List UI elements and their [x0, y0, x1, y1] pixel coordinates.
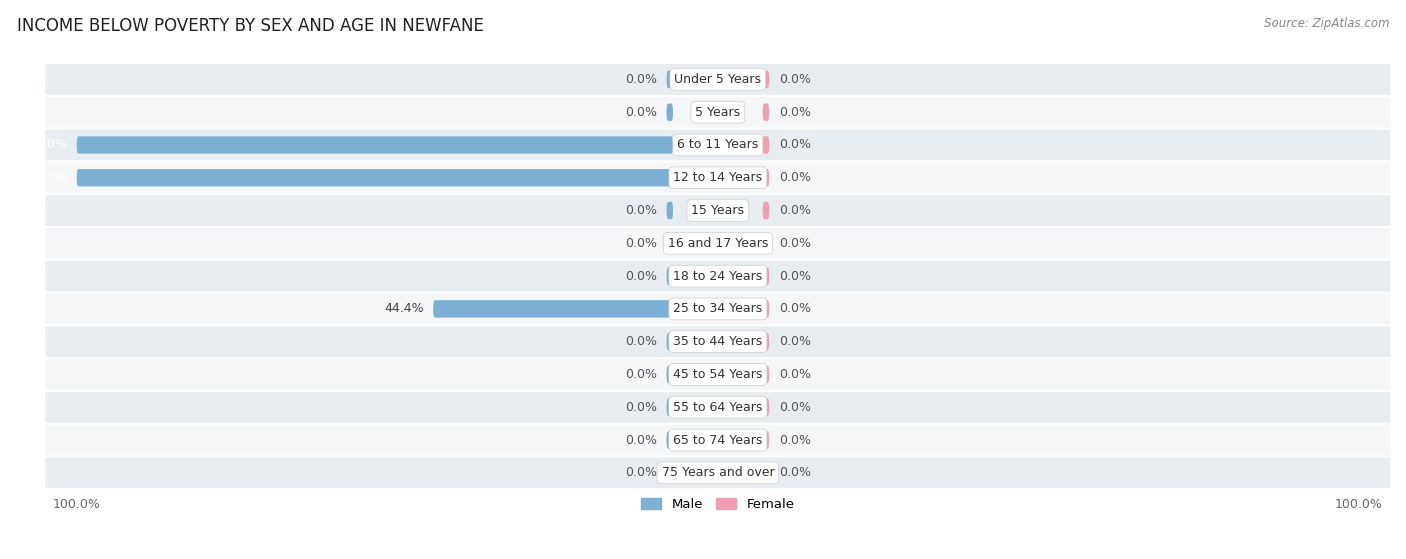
Text: 0.0%: 0.0% [624, 466, 657, 480]
FancyBboxPatch shape [45, 391, 1391, 423]
Text: 65 to 74 Years: 65 to 74 Years [673, 434, 762, 447]
Text: 0.0%: 0.0% [779, 73, 811, 86]
Text: 0.0%: 0.0% [624, 434, 657, 447]
Text: 0.0%: 0.0% [779, 302, 811, 315]
Text: 0.0%: 0.0% [624, 269, 657, 283]
Text: 0.0%: 0.0% [624, 73, 657, 86]
FancyBboxPatch shape [77, 136, 673, 154]
Text: Source: ZipAtlas.com: Source: ZipAtlas.com [1264, 17, 1389, 30]
Text: 45 to 54 Years: 45 to 54 Years [673, 368, 762, 381]
FancyBboxPatch shape [666, 464, 673, 481]
Text: 44.4%: 44.4% [384, 302, 423, 315]
Text: 5 Years: 5 Years [696, 106, 741, 119]
Text: 0.0%: 0.0% [624, 204, 657, 217]
FancyBboxPatch shape [45, 358, 1391, 391]
FancyBboxPatch shape [762, 366, 769, 383]
Text: 100.0%: 100.0% [20, 171, 67, 184]
Text: 0.0%: 0.0% [624, 335, 657, 348]
FancyBboxPatch shape [666, 432, 673, 449]
FancyBboxPatch shape [77, 169, 673, 187]
FancyBboxPatch shape [45, 326, 1391, 358]
FancyBboxPatch shape [45, 424, 1391, 456]
Text: 0.0%: 0.0% [779, 269, 811, 283]
FancyBboxPatch shape [45, 96, 1391, 128]
FancyBboxPatch shape [666, 70, 673, 88]
Text: 12 to 14 Years: 12 to 14 Years [673, 171, 762, 184]
FancyBboxPatch shape [45, 129, 1391, 161]
Text: 0.0%: 0.0% [779, 139, 811, 151]
FancyBboxPatch shape [762, 169, 769, 187]
Text: 0.0%: 0.0% [779, 171, 811, 184]
FancyBboxPatch shape [762, 70, 769, 88]
Text: 0.0%: 0.0% [779, 434, 811, 447]
Text: 18 to 24 Years: 18 to 24 Years [673, 269, 762, 283]
FancyBboxPatch shape [762, 267, 769, 285]
FancyBboxPatch shape [45, 293, 1391, 325]
Text: 0.0%: 0.0% [779, 401, 811, 414]
FancyBboxPatch shape [762, 300, 769, 318]
FancyBboxPatch shape [666, 333, 673, 350]
FancyBboxPatch shape [45, 63, 1391, 96]
Text: 0.0%: 0.0% [624, 106, 657, 119]
Text: 0.0%: 0.0% [624, 401, 657, 414]
FancyBboxPatch shape [762, 202, 769, 219]
FancyBboxPatch shape [666, 399, 673, 416]
Text: 15 Years: 15 Years [692, 204, 744, 217]
Text: 0.0%: 0.0% [624, 237, 657, 250]
FancyBboxPatch shape [666, 267, 673, 285]
Text: 100.0%: 100.0% [20, 139, 67, 151]
FancyBboxPatch shape [762, 103, 769, 121]
Text: 16 and 17 Years: 16 and 17 Years [668, 237, 768, 250]
FancyBboxPatch shape [45, 162, 1391, 194]
FancyBboxPatch shape [762, 333, 769, 350]
Text: 35 to 44 Years: 35 to 44 Years [673, 335, 762, 348]
FancyBboxPatch shape [666, 235, 673, 252]
Text: 0.0%: 0.0% [779, 237, 811, 250]
Text: 0.0%: 0.0% [779, 106, 811, 119]
FancyBboxPatch shape [45, 260, 1391, 292]
Text: 0.0%: 0.0% [624, 368, 657, 381]
Text: 0.0%: 0.0% [779, 466, 811, 480]
Text: 6 to 11 Years: 6 to 11 Years [678, 139, 758, 151]
FancyBboxPatch shape [762, 399, 769, 416]
FancyBboxPatch shape [45, 457, 1391, 489]
Text: 0.0%: 0.0% [779, 368, 811, 381]
FancyBboxPatch shape [666, 366, 673, 383]
Text: INCOME BELOW POVERTY BY SEX AND AGE IN NEWFANE: INCOME BELOW POVERTY BY SEX AND AGE IN N… [17, 17, 484, 35]
FancyBboxPatch shape [762, 432, 769, 449]
FancyBboxPatch shape [666, 103, 673, 121]
FancyBboxPatch shape [45, 228, 1391, 259]
Text: 75 Years and over: 75 Years and over [662, 466, 775, 480]
Text: 0.0%: 0.0% [779, 204, 811, 217]
Text: 25 to 34 Years: 25 to 34 Years [673, 302, 762, 315]
FancyBboxPatch shape [666, 202, 673, 219]
Legend: Male, Female: Male, Female [636, 492, 800, 516]
FancyBboxPatch shape [762, 136, 769, 154]
Text: Under 5 Years: Under 5 Years [675, 73, 762, 86]
Text: 55 to 64 Years: 55 to 64 Years [673, 401, 762, 414]
FancyBboxPatch shape [762, 235, 769, 252]
FancyBboxPatch shape [45, 195, 1391, 226]
FancyBboxPatch shape [762, 464, 769, 481]
Text: 0.0%: 0.0% [779, 335, 811, 348]
FancyBboxPatch shape [433, 300, 673, 318]
